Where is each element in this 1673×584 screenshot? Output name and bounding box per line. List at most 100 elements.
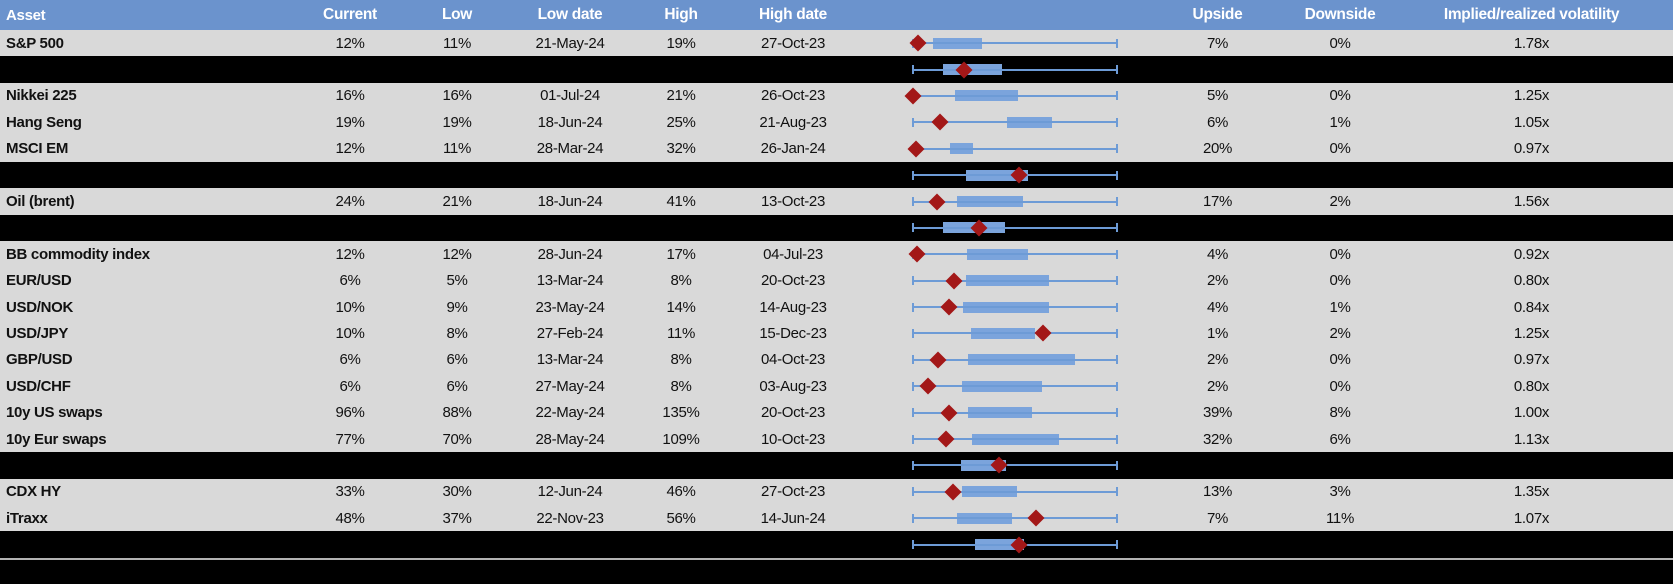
upside-value: 17% <box>1202 193 1233 211</box>
whisker-line <box>913 332 1117 335</box>
whisker-cap-left-icon <box>912 117 914 127</box>
high-value: 46% <box>666 483 696 501</box>
whisker-cap-right-icon <box>1116 65 1118 75</box>
table-row: EUR/USD 6% 5% 13-Mar-24 8% 20-Oct-23 2% … <box>0 267 1673 294</box>
whisker-cap-left-icon <box>912 460 914 470</box>
current-value: 96% <box>335 404 365 422</box>
low-value: 88% <box>442 404 472 422</box>
whisker-line <box>913 306 1117 309</box>
low-value: 11% <box>442 140 471 158</box>
whisker-cap-right-icon <box>1116 144 1118 154</box>
whisker-line <box>913 411 1117 414</box>
boxplot-chart <box>850 399 1145 425</box>
current-value: 33% <box>335 483 365 501</box>
low-date: 27-Feb-24 <box>536 324 604 342</box>
table-body: S&P 500 12% 11% 21-May-24 19% 27-Oct-23 … <box>0 30 1673 558</box>
upside-value: 4% <box>1206 245 1229 263</box>
upside-value: 39% <box>1202 404 1233 422</box>
col-header-high-date: High date <box>759 6 827 23</box>
implied-realized-vol: 0.97x <box>1513 140 1550 158</box>
asset-name: EUR/USD <box>6 272 72 290</box>
high-date: 20-Oct-23 <box>761 404 825 422</box>
downside-value: 6% <box>1329 430 1351 448</box>
asset-name: 10y Eur swaps <box>6 430 107 448</box>
whisker-cap-right-icon <box>1116 434 1118 444</box>
low-date: 23-May-24 <box>535 298 605 316</box>
current-value: 16% <box>335 87 365 105</box>
whisker-line <box>913 490 1117 493</box>
low-value: 19% <box>442 113 472 131</box>
table-row <box>0 452 1673 479</box>
current-marker-diamond-icon <box>937 430 955 448</box>
asset-name: Nikkei 225 <box>6 87 77 105</box>
low-value: 6% <box>446 377 468 395</box>
high-date: 21-Aug-23 <box>759 113 827 131</box>
current-value: 10% <box>335 298 365 316</box>
col-header-asset: Asset <box>6 6 46 24</box>
whisker-cap-left-icon <box>912 408 914 418</box>
upside-value: 7% <box>1206 509 1229 527</box>
boxplot-chart <box>850 320 1145 346</box>
whisker-cap-left-icon <box>912 381 914 391</box>
current-marker-diamond-icon <box>928 193 946 211</box>
upside-value: 2% <box>1206 351 1229 369</box>
boxplot-chart <box>850 373 1145 399</box>
downside-value: 2% <box>1329 324 1351 342</box>
table-row: S&P 500 12% 11% 21-May-24 19% 27-Oct-23 … <box>0 30 1673 57</box>
current-value: 12% <box>335 34 365 52</box>
high-date: 10-Oct-23 <box>761 430 825 448</box>
downside-value: 2% <box>1329 193 1351 211</box>
asset-name: MSCI EM <box>6 140 69 158</box>
implied-realized-vol: 1.25x <box>1513 324 1550 342</box>
low-date: 12-Jun-24 <box>537 483 603 501</box>
asset-name: Hang Seng <box>6 113 82 131</box>
whisker-cap-left-icon <box>912 65 914 75</box>
high-date: 27-Oct-23 <box>761 483 825 501</box>
whisker-line <box>913 226 1117 229</box>
boxplot-chart <box>850 56 1145 82</box>
upside-value: 2% <box>1206 377 1229 395</box>
col-header-low: Low <box>441 6 473 23</box>
low-date: 28-May-24 <box>535 430 605 448</box>
whisker-cap-left-icon <box>912 170 914 180</box>
low-value: 5% <box>446 272 468 290</box>
whisker-line <box>913 42 1117 45</box>
current-value: 10% <box>335 324 365 342</box>
low-date: 28-Mar-24 <box>536 140 604 158</box>
whisker-line <box>913 358 1117 361</box>
low-value: 37% <box>442 509 472 527</box>
current-marker-diamond-icon <box>940 404 958 422</box>
low-value: 21% <box>442 193 472 211</box>
whisker-line <box>913 438 1117 441</box>
high-value: 19% <box>666 34 696 52</box>
whisker-cap-right-icon <box>1116 460 1118 470</box>
high-date: 13-Oct-23 <box>761 193 825 211</box>
current-marker-diamond-icon <box>940 298 958 316</box>
table-row: iTraxx 48% 37% 22-Nov-23 56% 14-Jun-24 7… <box>0 505 1673 532</box>
implied-realized-vol: 0.84x <box>1513 298 1550 316</box>
boxplot-chart <box>850 294 1145 320</box>
current-value: 12% <box>335 245 365 263</box>
high-value: 17% <box>666 245 696 263</box>
boxplot-chart <box>850 109 1145 135</box>
boxplot-chart <box>850 347 1145 373</box>
boxplot-chart <box>850 215 1145 241</box>
whisker-cap-right-icon <box>1116 381 1118 391</box>
low-value: 30% <box>442 483 472 501</box>
current-value: 24% <box>335 193 365 211</box>
asset-name: GBP/USD <box>6 351 73 369</box>
downside-value: 0% <box>1329 377 1351 395</box>
whisker-line <box>913 147 1117 150</box>
high-date: 26-Jan-24 <box>760 140 826 158</box>
col-header-high: High <box>664 6 698 23</box>
downside-value: 1% <box>1329 298 1351 316</box>
table-row: 10y US swaps 96% 88% 22-May-24 135% 20-O… <box>0 399 1673 426</box>
upside-value: 7% <box>1206 34 1229 52</box>
upside-value: 4% <box>1206 298 1229 316</box>
whisker-line <box>913 517 1117 520</box>
boxplot-chart <box>850 531 1145 557</box>
low-date: 13-Mar-24 <box>536 272 604 290</box>
upside-value: 32% <box>1202 430 1233 448</box>
table-row: Hang Seng 19% 19% 18-Jun-24 25% 21-Aug-2… <box>0 109 1673 136</box>
